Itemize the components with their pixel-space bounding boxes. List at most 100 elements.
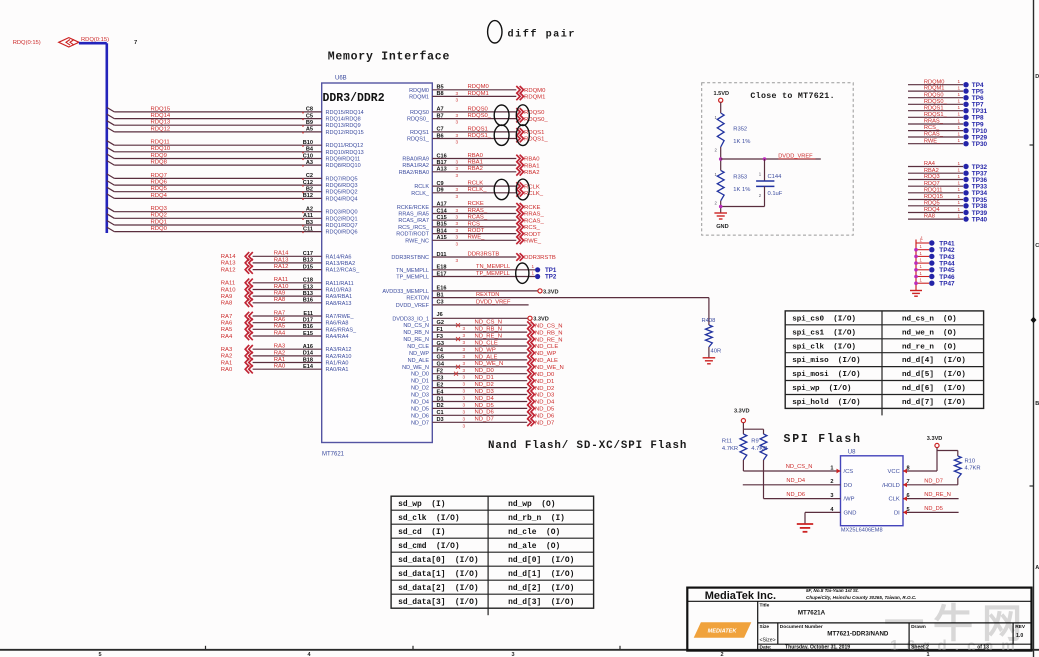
svg-text:RA13: RA13: [221, 261, 236, 267]
svg-text:RDQ5/RDQ2: RDQ5/RDQ2: [326, 190, 358, 196]
svg-text:C: C: [1035, 243, 1039, 249]
svg-text:TN_MEMPLL: TN_MEMPLL: [476, 264, 510, 270]
svg-text:RA10/RA3: RA10/RA3: [326, 288, 352, 294]
svg-text:F2: F2: [437, 369, 444, 375]
svg-text:1: 1: [920, 258, 923, 263]
svg-text:RDQM1: RDQM1: [524, 95, 545, 101]
svg-text:MT7621-DDR3/NAND: MT7621-DDR3/NAND: [827, 630, 889, 637]
svg-text:6: 6: [907, 493, 910, 499]
svg-text:RA6: RA6: [274, 317, 286, 323]
svg-text:RA14/RA6: RA14/RA6: [326, 254, 352, 260]
svg-text:RDQ8: RDQ8: [151, 160, 168, 166]
svg-text:3: 3: [456, 235, 459, 240]
svg-text:4.7KR: 4.7KR: [751, 446, 767, 452]
svg-text:spi_cs1 (I/O): spi_cs1 (I/O): [792, 329, 856, 337]
svg-text:TP_MEMPLL: TP_MEMPLL: [396, 275, 429, 281]
svg-text:C15: C15: [437, 215, 447, 221]
svg-text:B4: B4: [306, 147, 314, 153]
svg-text:C8: C8: [306, 107, 313, 113]
svg-text:3: 3: [456, 241, 459, 246]
svg-text:1: 1: [958, 187, 961, 192]
svg-text:RDQ8/RDQ10: RDQ8/RDQ10: [326, 163, 361, 169]
svg-text:RCLK_: RCLK_: [468, 187, 488, 193]
svg-text:G5: G5: [437, 355, 444, 361]
svg-text:3: 3: [456, 173, 459, 178]
svg-text:B18: B18: [303, 357, 313, 363]
svg-text:A5: A5: [306, 127, 313, 133]
svg-text:ND_WP: ND_WP: [475, 347, 496, 353]
svg-text:RA6: RA6: [221, 321, 233, 327]
svg-text:D2: D2: [437, 403, 444, 409]
svg-text:RBA2/RBA0: RBA2/RBA0: [399, 170, 429, 176]
svg-text:一牛网: 一牛网: [884, 602, 1031, 646]
svg-text:TP34: TP34: [972, 190, 988, 197]
svg-text:B12: B12: [303, 193, 313, 199]
svg-text:ND_RB_N: ND_RB_N: [403, 330, 429, 336]
svg-text:RCAS_: RCAS_: [924, 132, 944, 138]
svg-text:A: A: [1035, 565, 1039, 571]
svg-text:1: 1: [958, 168, 961, 173]
svg-text:RCKE: RCKE: [524, 205, 540, 211]
svg-text:RDQS0_: RDQS0_: [468, 113, 492, 119]
svg-text:RBA2: RBA2: [468, 166, 483, 172]
svg-text:MT7621: MT7621: [322, 452, 345, 458]
svg-text:2: 2: [715, 201, 718, 206]
svg-text:7: 7: [134, 40, 137, 46]
svg-text:1: 1: [958, 99, 961, 104]
svg-text:nd_d[0] (I/O): nd_d[0] (I/O): [508, 556, 574, 565]
svg-text:3: 3: [463, 361, 466, 366]
svg-text:J6: J6: [437, 312, 443, 318]
svg-text:3: 3: [463, 416, 466, 421]
svg-text:1: 1: [958, 92, 961, 97]
svg-text:C144: C144: [768, 174, 783, 180]
svg-text:nd_cs_n (O): nd_cs_n (O): [902, 316, 957, 324]
svg-text:RDQ11/RDQ12: RDQ11/RDQ12: [326, 143, 364, 149]
svg-text:RRAS_/RA5: RRAS_/RA5: [398, 212, 429, 218]
svg-text:Date:: Date:: [760, 645, 772, 651]
svg-text:Title: Title: [760, 602, 770, 608]
svg-text:RA5/RRAS_: RA5/RRAS_: [326, 327, 358, 333]
svg-text:A13: A13: [437, 167, 447, 173]
svg-text:RDQ(0:15): RDQ(0:15): [81, 37, 109, 43]
svg-text:E4: E4: [437, 389, 445, 395]
svg-text:1: 1: [921, 236, 924, 241]
svg-text:3: 3: [463, 354, 466, 359]
svg-text:RDQ6/RDQ3: RDQ6/RDQ3: [326, 183, 358, 189]
svg-text:DDR3RSTB: DDR3RSTB: [524, 255, 556, 261]
svg-text:spi_mosi (I/O): spi_mosi (I/O): [792, 371, 860, 379]
svg-text:RDQ9: RDQ9: [151, 153, 167, 159]
svg-text:3: 3: [463, 423, 466, 428]
svg-text:DDR3RSTB: DDR3RSTB: [468, 251, 500, 257]
svg-text:C18: C18: [303, 278, 313, 284]
svg-text:Sheet 2: Sheet 2: [911, 645, 929, 651]
svg-text:RDQM0: RDQM0: [409, 88, 429, 94]
svg-text:RA12/RCAS_: RA12/RCAS_: [326, 268, 361, 274]
svg-text:B2: B2: [306, 187, 313, 193]
svg-text:RDQ7: RDQ7: [924, 181, 940, 187]
svg-text:RDQS0_: RDQS0_: [924, 99, 948, 105]
svg-text:RCS_: RCS_: [524, 225, 540, 231]
svg-text:RDQ15: RDQ15: [151, 106, 171, 112]
svg-text:diff pair: diff pair: [508, 29, 577, 41]
svg-text:RDQ4: RDQ4: [151, 193, 168, 199]
svg-text:RA7: RA7: [274, 310, 285, 316]
svg-text:ND_D7: ND_D7: [924, 478, 943, 484]
svg-text:nd_we_n (O): nd_we_n (O): [902, 329, 957, 337]
svg-text:RDQM1: RDQM1: [409, 94, 429, 100]
svg-text:ND_RB_N: ND_RB_N: [475, 327, 503, 333]
svg-text:1: 1: [920, 271, 923, 276]
svg-text:ND_D0: ND_D0: [411, 372, 429, 378]
svg-text:TP45: TP45: [939, 267, 955, 274]
svg-text:TP42: TP42: [939, 247, 955, 254]
svg-text:RDQ12/RDQ15: RDQ12/RDQ15: [326, 130, 364, 136]
svg-text:1: 1: [920, 244, 923, 249]
svg-text:3: 3: [463, 326, 466, 331]
svg-text:DO: DO: [844, 483, 853, 489]
svg-text:D: D: [1035, 74, 1039, 80]
svg-text:RA10: RA10: [221, 287, 236, 293]
svg-text:RDQS1: RDQS1: [410, 130, 429, 136]
svg-text:RCS_: RCS_: [468, 221, 484, 227]
svg-text:RA5: RA5: [274, 324, 286, 330]
svg-text:RBA1: RBA1: [468, 160, 483, 166]
svg-text:MediaTek Inc.: MediaTek Inc.: [705, 590, 776, 602]
